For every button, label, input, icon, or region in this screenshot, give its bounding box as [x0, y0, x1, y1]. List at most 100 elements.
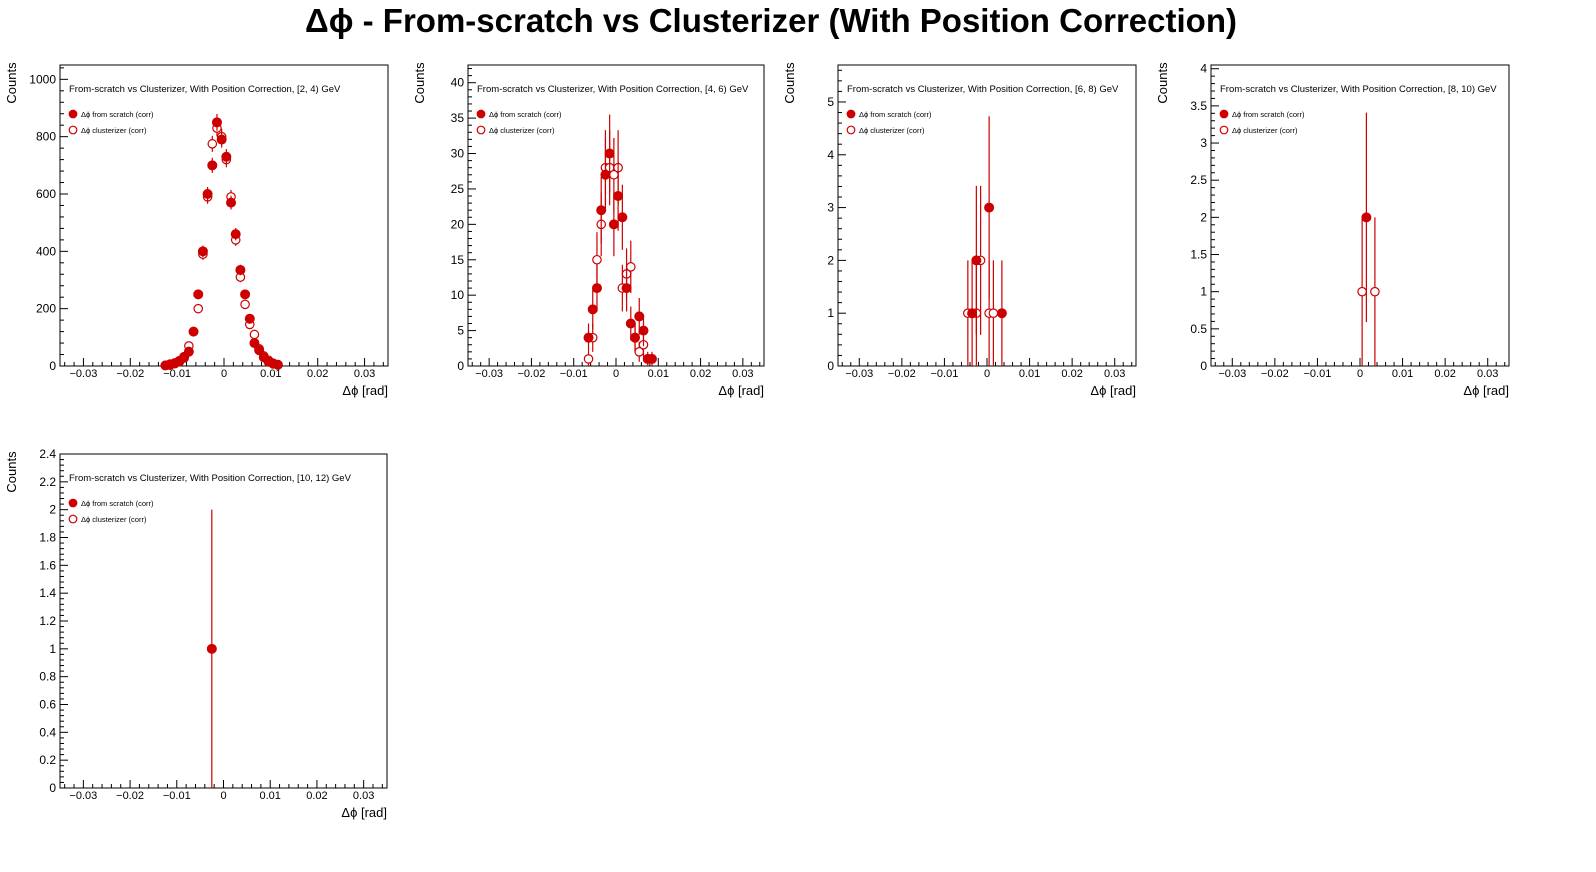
y-tick-label: 1	[1200, 285, 1207, 299]
y-tick-label: 25	[451, 182, 465, 196]
legend-entry: Δϕ clusterizer (corr)	[81, 126, 147, 135]
x-axis-label: Δϕ [rad]	[341, 805, 387, 820]
x-tick-label: −0.01	[163, 368, 191, 380]
legend-marker	[1219, 125, 1229, 135]
data-point-from-scratch	[591, 283, 602, 294]
x-tick-label: 0.02	[1434, 368, 1455, 380]
x-tick-label: −0.03	[1218, 368, 1246, 380]
y-tick-label: 20	[451, 217, 465, 231]
y-axis-label: Counts	[412, 62, 427, 104]
y-tick-label: 4	[1200, 62, 1207, 76]
legend-entry: Δϕ clusterizer (corr)	[81, 515, 147, 524]
data-point-from-scratch	[621, 283, 632, 294]
legend-marker	[68, 498, 78, 508]
data-point-from-scratch	[638, 325, 649, 336]
data-point-from-scratch	[984, 202, 995, 213]
data-point-from-scratch	[216, 134, 227, 145]
x-tick-label: 0.01	[648, 368, 669, 380]
legend-marker	[846, 125, 856, 135]
y-tick-label: 1.8	[39, 531, 56, 545]
x-tick-label: 0.03	[353, 790, 374, 802]
x-tick-label: −0.03	[69, 790, 97, 802]
y-tick-label: 600	[36, 187, 56, 201]
y-tick-label: 0	[49, 781, 56, 795]
x-tick-label: −0.02	[116, 790, 144, 802]
y-tick-label: 0.5	[1190, 322, 1207, 336]
y-tick-label: 1.4	[39, 586, 56, 600]
data-point-from-scratch	[240, 289, 251, 300]
data-point-from-scratch	[188, 326, 199, 337]
data-point-clusterizer	[625, 262, 636, 272]
data-point-clusterizer	[1370, 286, 1380, 297]
y-tick-label: 0	[457, 359, 464, 373]
y-tick-label: 1.2	[39, 614, 56, 628]
data-point-from-scratch	[230, 229, 241, 240]
y-tick-label: 200	[36, 302, 56, 316]
x-tick-label: 0.03	[732, 368, 753, 380]
data-point-from-scratch	[183, 346, 194, 357]
data-point-from-scratch	[244, 313, 255, 324]
y-tick-label: 3	[1200, 136, 1207, 150]
x-tick-label: −0.03	[475, 368, 503, 380]
data-point-from-scratch	[596, 205, 607, 216]
y-tick-label: 3	[827, 201, 834, 215]
data-point-from-scratch	[272, 359, 283, 370]
y-tick-label: 4	[827, 148, 834, 162]
data-point-from-scratch	[583, 332, 594, 343]
data-point-from-scratch	[971, 255, 982, 266]
data-point-clusterizer	[240, 299, 250, 310]
panel-5: −0.03 −0.02 −0.01 0 0.01 0.02 0.03 0 0.2 0.4 0.6 0.…	[4, 447, 388, 820]
x-axis-label: Δϕ [rad]	[342, 383, 388, 398]
y-tick-label: 0	[1200, 359, 1207, 373]
data-point-clusterizer	[1357, 286, 1367, 297]
x-tick-label: −0.02	[1261, 368, 1289, 380]
y-tick-label: 0	[827, 359, 834, 373]
x-tick-label: 0.03	[354, 368, 375, 380]
y-tick-label: 3.5	[1190, 99, 1207, 113]
x-tick-label: −0.03	[845, 368, 873, 380]
y-tick-label: 0.2	[39, 753, 56, 767]
y-tick-label: 5	[827, 95, 834, 109]
y-tick-label: 1.5	[1190, 248, 1207, 262]
y-tick-label: 0.8	[39, 670, 56, 684]
data-point-from-scratch	[207, 160, 218, 171]
x-tick-label: 0	[221, 368, 227, 380]
panel-4: −0.03 −0.02 −0.01 0 0.01 0.02 0.03 0 0.5 1 1.5 2 2.5…	[1155, 62, 1510, 398]
y-tick-label: 0	[49, 359, 56, 373]
legend-entry: Δϕ from scratch (corr)	[1232, 110, 1305, 119]
x-tick-label: 0.01	[1019, 368, 1040, 380]
y-axis-label: Counts	[4, 451, 19, 493]
data-point-from-scratch	[604, 148, 615, 159]
x-tick-label: −0.02	[518, 368, 546, 380]
y-tick-label: 10	[451, 288, 465, 302]
data-point-from-scratch	[235, 264, 246, 275]
y-tick-label: 2	[827, 253, 834, 267]
x-tick-label: −0.01	[560, 368, 588, 380]
x-tick-label: 0.01	[260, 368, 281, 380]
data-point-from-scratch	[617, 212, 628, 223]
y-tick-label: 0.4	[39, 725, 56, 739]
data-point-from-scratch	[587, 304, 598, 315]
y-tick-label: 2.2	[39, 475, 56, 489]
y-axis-label: Counts	[782, 62, 797, 104]
data-point-from-scratch	[226, 197, 237, 208]
y-tick-label: 0.6	[39, 698, 56, 712]
data-point-from-scratch	[211, 117, 222, 128]
panel-title: From-scratch vs Clusterizer, With Positi…	[69, 84, 341, 95]
data-point-from-scratch	[193, 289, 204, 300]
x-tick-label: −0.02	[116, 368, 144, 380]
x-tick-label: 0	[984, 368, 990, 380]
data-point-clusterizer	[193, 303, 204, 314]
data-point-from-scratch	[254, 345, 265, 356]
y-tick-label: 2	[1200, 210, 1207, 224]
data-point-from-scratch	[630, 332, 641, 343]
data-point-from-scratch	[634, 311, 645, 322]
legend-marker	[68, 125, 78, 135]
legend-marker	[476, 109, 486, 119]
figure-title: Δϕ - From-scratch vs Clusterizer (With P…	[305, 2, 1237, 39]
panel-2: −0.03 −0.02 −0.01 0 0.01 0.02 0.03 0 5 10 15 20 25 30…	[412, 62, 765, 398]
x-tick-label: 0.03	[1104, 368, 1125, 380]
data-point-from-scratch	[206, 643, 217, 654]
y-tick-label: 2	[49, 503, 56, 517]
